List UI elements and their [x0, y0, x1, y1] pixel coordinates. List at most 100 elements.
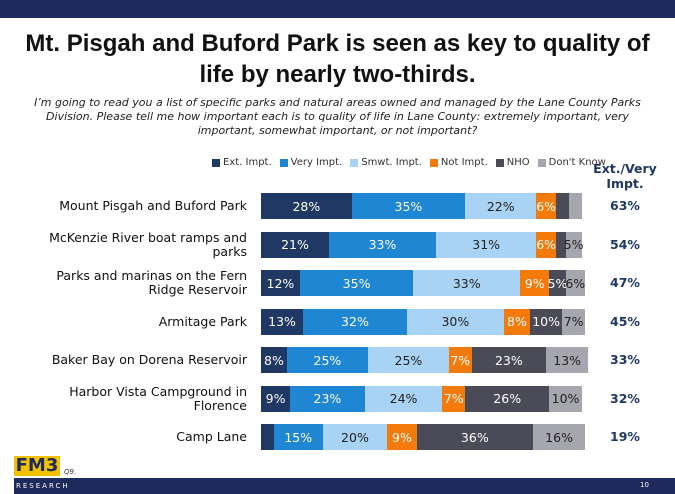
bottom-band: [112, 478, 675, 494]
bar-segment: 36%: [416, 424, 534, 450]
title: Mt. Pisgah and Buford Park is seen as ke…: [25, 30, 650, 88]
bar-segment: 23%: [290, 385, 365, 412]
value-label: 28%: [292, 198, 321, 214]
note: Q9.: [64, 468, 77, 476]
summary-value: 32%: [610, 390, 640, 406]
bar-segment: 35%: [299, 270, 414, 296]
summary-value: 45%: [610, 313, 640, 329]
legend-label: Not Impt.: [440, 157, 488, 168]
value-label: 6%: [565, 275, 586, 291]
bar-segment: 15%: [273, 424, 323, 450]
bar-segment: 9%: [520, 270, 550, 296]
value-label: 24%: [389, 391, 418, 406]
value-label: 6%: [536, 198, 557, 214]
bar-segment: 30%: [406, 308, 504, 335]
legend-label: NHO: [506, 157, 530, 168]
bar-segment: 7%: [448, 347, 472, 373]
value-label: 36%: [460, 429, 489, 445]
legend-item: Don't Know: [537, 157, 606, 168]
value-label: 10%: [551, 391, 580, 406]
subtitle: I’m going to read you a list of specific…: [34, 96, 641, 137]
bar-segment: 13%: [546, 347, 589, 373]
summary-title: Ext./Very Impt.: [593, 161, 657, 191]
bar-segment: [568, 193, 582, 219]
summary-value: 33%: [610, 352, 640, 367]
legend-swatch: [350, 158, 359, 167]
category-label: Armitage Park: [158, 313, 247, 329]
bar-segment: [261, 424, 274, 450]
value-label: 32%: [341, 314, 369, 329]
legend-label: Don't Know: [548, 157, 606, 168]
value-label: 9%: [524, 275, 545, 291]
value-label: 5%: [563, 237, 584, 252]
bar-segment: 8%: [261, 347, 287, 373]
bar-segment: 7%: [562, 308, 585, 335]
bar-segment: 9%: [261, 385, 291, 412]
bar-segment: 6%: [565, 270, 586, 296]
bar-segment: 31%: [435, 231, 537, 258]
bar-segment: 25%: [367, 347, 449, 373]
category-label: Camp Lane: [176, 429, 247, 444]
value-label: 23%: [494, 352, 523, 368]
legend-swatch: [537, 158, 546, 167]
value-label: 8%: [507, 314, 527, 329]
legend-swatch: [279, 158, 288, 167]
value-label: 35%: [342, 275, 371, 291]
bar-segment: 5%: [563, 231, 584, 258]
value-label: 26%: [493, 391, 522, 406]
value-label: 7%: [443, 391, 464, 406]
legend-swatch: [495, 158, 504, 167]
legend-label: Ext. Impt.: [223, 157, 272, 168]
legend-label: Very Impt.: [290, 157, 343, 168]
bar-segment: 22%: [465, 193, 537, 219]
bar-segment: 12%: [261, 270, 300, 296]
value-label: 23%: [313, 391, 342, 406]
bar-segment: 6%: [536, 231, 557, 258]
value-label: 35%: [394, 198, 423, 214]
bar-segment: 33%: [329, 231, 436, 258]
legend-item: Very Impt.: [279, 157, 343, 168]
value-label: 16%: [545, 429, 573, 445]
bar-segment: 7%: [442, 385, 466, 412]
bar-segment: 5%: [547, 270, 568, 296]
logo-sub: RESEARCH: [14, 478, 114, 494]
value-label: 15%: [284, 429, 313, 445]
legend-item: NHO: [495, 157, 530, 168]
value-label: 6%: [536, 237, 557, 252]
value-label: 25%: [394, 352, 423, 368]
value-label: 9%: [392, 429, 412, 445]
legend-label: Smwt. Impt.: [361, 157, 422, 168]
value-label: 25%: [313, 352, 342, 368]
bar-segment: 10%: [549, 385, 582, 412]
bar-segment: 28%: [261, 193, 352, 219]
value-label: 30%: [441, 314, 470, 329]
value-label: 9%: [265, 391, 286, 406]
bar-segment: [555, 231, 566, 258]
bar-segment: 25%: [286, 347, 368, 373]
legend-item: Smwt. Impt.: [350, 157, 422, 168]
category-label: Parks and marinas on the Fern Ridge Rese…: [56, 268, 247, 297]
bar-segment: 10%: [529, 308, 563, 335]
value-label: 20%: [341, 429, 369, 445]
category-label: McKenzie River boat ramps and parks: [49, 229, 247, 259]
page-number: 10: [640, 481, 649, 489]
value-label: 33%: [452, 275, 481, 291]
value-label: 7%: [450, 352, 471, 368]
bar-segment: 26%: [465, 385, 550, 412]
top-band: [0, 0, 675, 18]
summary-value: 19%: [610, 429, 640, 444]
logo: FM3: [14, 455, 60, 476]
value-label: 13%: [553, 352, 582, 368]
value-label: 7%: [563, 314, 584, 329]
bar-segment: 33%: [413, 270, 521, 296]
value-label: 8%: [264, 352, 284, 368]
value-label: 5%: [547, 275, 568, 291]
legend-item: Ext. Impt.: [212, 157, 272, 168]
bar-segment: [555, 193, 569, 219]
bar-segment: 20%: [322, 424, 388, 450]
value-label: 10%: [532, 314, 560, 329]
bar-segment: 21%: [261, 231, 330, 258]
value-label: 31%: [472, 237, 501, 252]
value-label: 21%: [281, 237, 309, 252]
